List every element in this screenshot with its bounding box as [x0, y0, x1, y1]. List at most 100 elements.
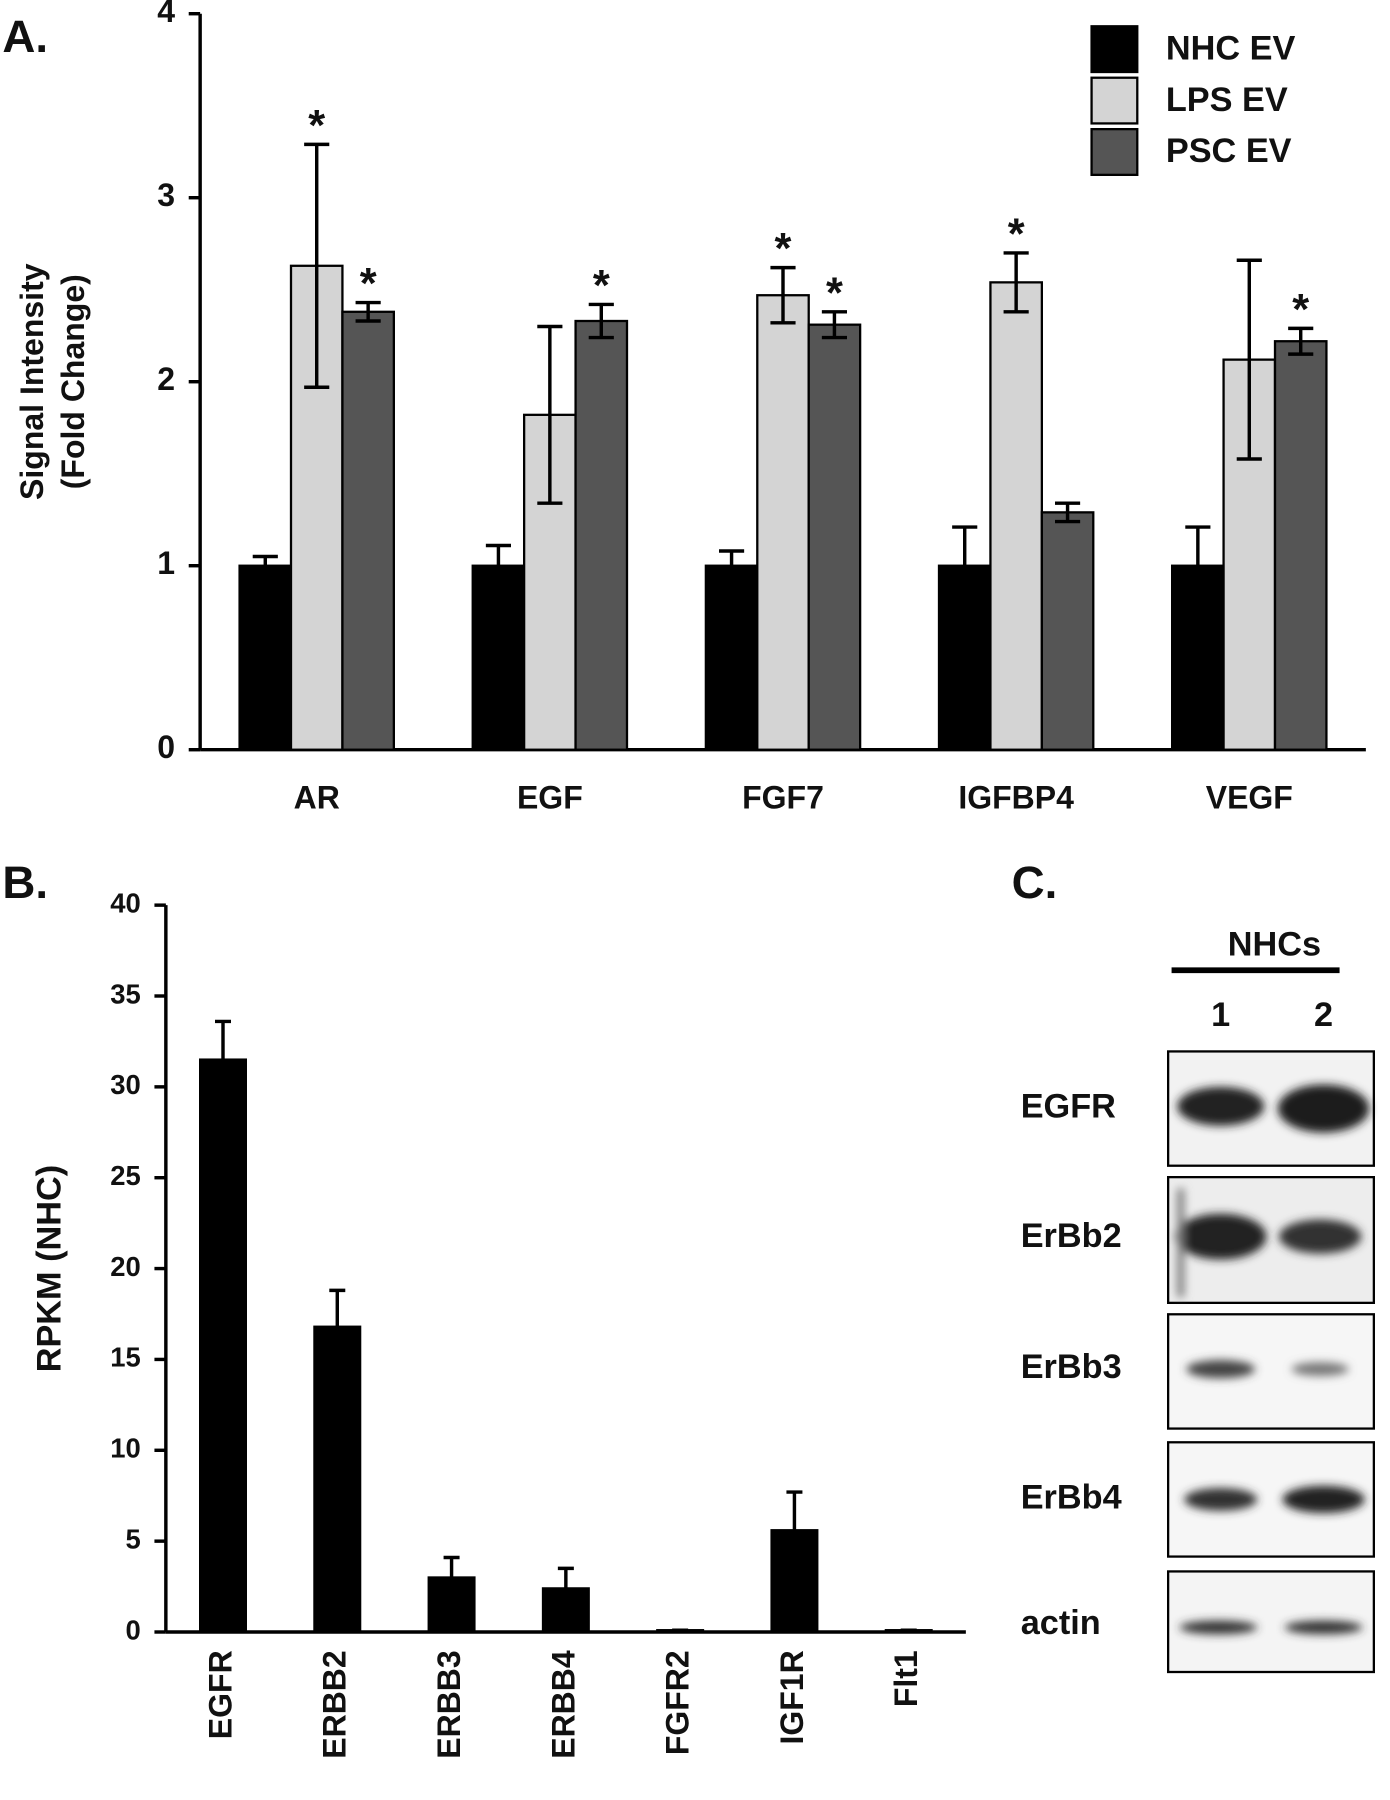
panel-label: A. [2, 11, 48, 62]
y-tick-label: 2 [157, 361, 175, 397]
y-tick-label: 35 [110, 978, 140, 1009]
band [1186, 1360, 1255, 1379]
error-bar [252, 554, 278, 577]
y-tick-label: 4 [157, 0, 175, 29]
annotation: * [826, 269, 843, 317]
error-bar [952, 525, 978, 607]
blot-row-label: ErBb3 [1021, 1348, 1122, 1386]
blot-row-label: ErBb4 [1021, 1478, 1122, 1516]
error-bar [443, 1555, 460, 1578]
bar [989, 281, 1043, 751]
annotation: * [360, 260, 377, 308]
x-tick-label: FGF7 [742, 779, 824, 815]
x-tick-label: AR [294, 779, 340, 815]
bar [341, 310, 395, 751]
annotation: * [775, 225, 792, 273]
x-tick-label: EGFR [202, 1650, 238, 1739]
bar [427, 1576, 476, 1634]
y-tick-label: 30 [110, 1069, 140, 1100]
error-bar [537, 324, 563, 505]
x-tick-label: ERBB4 [545, 1650, 581, 1759]
error-bar [821, 310, 847, 340]
error-bar [304, 142, 330, 389]
y-tick-label: 5 [125, 1523, 140, 1554]
y-tick-label: 1 [157, 545, 175, 581]
error-bar [1003, 251, 1029, 314]
x-tick-label: Flt1 [888, 1650, 924, 1707]
x-tick-label: ERBB3 [431, 1650, 467, 1758]
legend-label: NHC EV [1166, 29, 1296, 67]
error-bar [485, 543, 511, 588]
bar [756, 294, 810, 751]
bar [471, 564, 526, 751]
error-bar [355, 300, 381, 323]
error-bar [557, 1566, 574, 1589]
lane-label: 2 [1314, 996, 1333, 1034]
error-bar [329, 1288, 346, 1327]
y-tick-label: 25 [110, 1160, 140, 1191]
y-axis-label: RPKM (NHC) [31, 1165, 69, 1372]
y-axis-label: (Fold Change) [55, 274, 91, 489]
legend-swatch [1090, 128, 1139, 176]
blot: NHCs 1 2 EGFR ErBb2 ErBb3 ErBb4 actin [1021, 925, 1375, 1674]
blot-row-label: ErBb2 [1021, 1217, 1122, 1255]
error-bar [1236, 258, 1262, 461]
error-bar [214, 1019, 231, 1060]
band [1277, 1084, 1370, 1133]
bar [574, 319, 629, 751]
bar [238, 564, 293, 751]
band [1279, 1219, 1362, 1254]
y-tick-label: 40 [110, 887, 140, 918]
legend-label: LPS EV [1166, 81, 1288, 119]
bar [807, 323, 862, 751]
error-bar [1288, 326, 1314, 356]
bar [1273, 340, 1328, 751]
blot-row-label: actin [1021, 1604, 1101, 1642]
y-tick-label: 0 [157, 729, 175, 765]
legend-swatch [1090, 76, 1139, 125]
band [1177, 1086, 1265, 1126]
y-axis-label: Signal Intensity [14, 263, 50, 500]
y-tick-label: 15 [110, 1342, 140, 1373]
x-tick-label: VEGF [1206, 779, 1293, 815]
bar [313, 1325, 362, 1634]
error-bar [1055, 501, 1081, 524]
x-tick-label: EGF [517, 779, 583, 815]
x-tick-label: IGFBP4 [958, 779, 1074, 815]
annotation: * [1292, 286, 1309, 334]
blot-row-label: EGFR [1021, 1088, 1116, 1126]
y-tick-label: 20 [110, 1251, 140, 1282]
smear [1177, 1188, 1185, 1298]
lane-label: 1 [1211, 996, 1230, 1034]
y-tick-label: 0 [125, 1614, 140, 1645]
y-tick-label: 3 [157, 177, 175, 213]
band [1282, 1485, 1365, 1514]
bar [704, 564, 759, 751]
band [1175, 1213, 1267, 1260]
error-bar [588, 302, 614, 340]
annotation: * [1008, 210, 1025, 258]
x-tick-label: ERBB2 [317, 1650, 353, 1758]
legend-swatch [1090, 25, 1139, 74]
x-tick-label: IGF1R [774, 1650, 810, 1744]
panel-label: B. [2, 857, 48, 908]
error-bar [770, 265, 796, 325]
error-bar [718, 549, 745, 583]
bar [1040, 511, 1095, 751]
annotation: * [308, 102, 325, 150]
blot-header: NHCs [1228, 925, 1321, 963]
legend-label: PSC EV [1166, 132, 1292, 170]
band [1291, 1362, 1349, 1376]
annotation: * [593, 262, 610, 310]
error-bar [1185, 525, 1211, 607]
x-tick-label: FGFR2 [660, 1650, 696, 1755]
panel-label: C. [1012, 857, 1058, 908]
band [1179, 1620, 1258, 1635]
bar [770, 1529, 819, 1634]
error-bar [786, 1490, 803, 1531]
bar [541, 1587, 590, 1634]
band [1284, 1620, 1363, 1635]
y-tick-label: 10 [110, 1433, 140, 1464]
bands [1175, 1084, 1370, 1635]
